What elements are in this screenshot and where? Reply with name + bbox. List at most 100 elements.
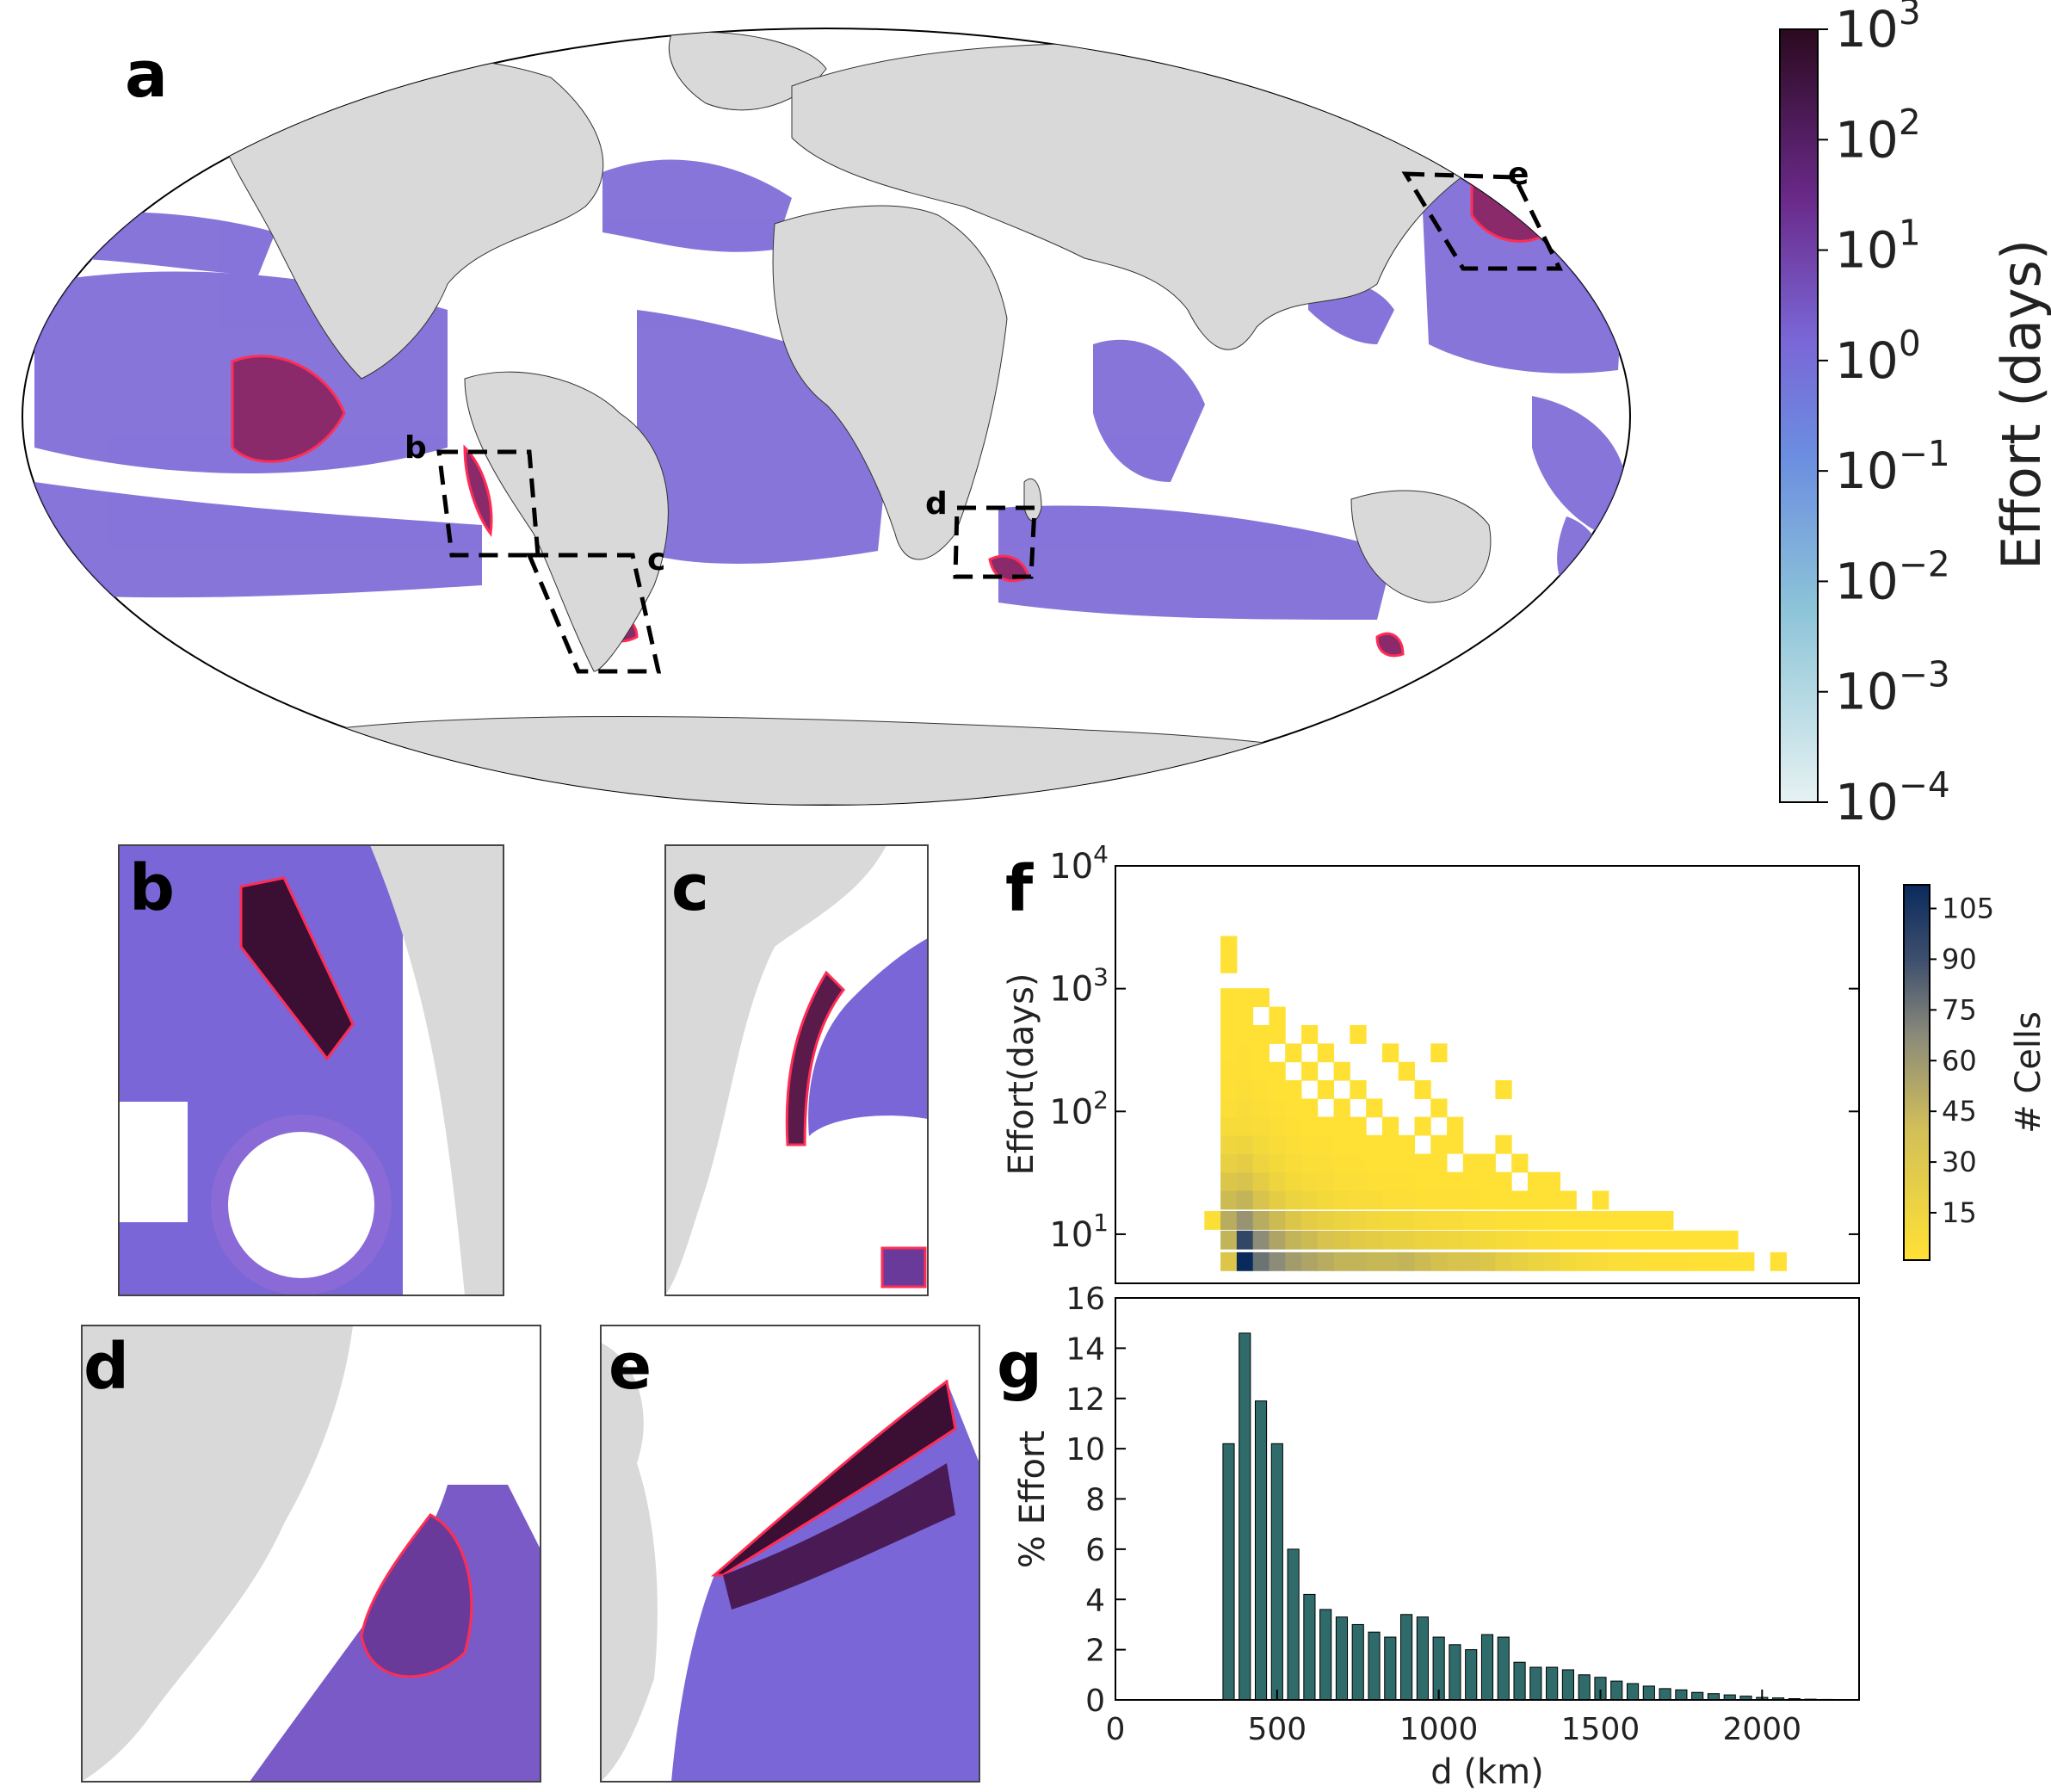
inset-label-d: d [925,486,948,522]
f-cell [1414,1116,1431,1136]
f-cell [1689,1251,1707,1271]
f-cell [1285,1134,1302,1154]
f-cell [1366,1190,1383,1210]
f-cell [1462,1230,1480,1250]
f-cell [1301,1024,1319,1044]
f-cell [1657,1251,1674,1271]
f-cell [1252,1190,1270,1210]
f-cell [1269,1153,1286,1173]
g-bar [1529,1666,1542,1701]
f-cell [1430,1153,1448,1173]
f-cell [1430,1210,1448,1230]
f-cell [1220,1116,1238,1136]
f-cell [1640,1210,1658,1230]
f-cell [1560,1251,1577,1271]
f-cell [1657,1210,1674,1230]
f-cell [1543,1210,1561,1230]
g-x-tick-label: 500 [1247,1712,1307,1747]
f-cell [1479,1190,1496,1210]
f-cell [1495,1210,1512,1230]
f-cell [1236,1043,1254,1063]
inset-box-c [526,553,662,674]
g-bar [1465,1649,1478,1701]
f-cell [1511,1190,1529,1210]
f-cell [1285,1190,1302,1210]
f-cell [1220,988,1238,1008]
f-cell [1366,1171,1383,1191]
g-bar [1513,1661,1526,1701]
g-bar [1659,1688,1671,1701]
g-y-ticks: 0 2 4 6 8 10 12 14 16 [1066,1282,1126,1719]
effort-colorbar-tick-label: 10−4 [1835,764,1950,831]
f-cell [1576,1251,1593,1271]
panel-b: b [118,844,504,1296]
effort-colorbar-tick-label: 102 [1835,102,1921,169]
f-cell [1236,1116,1254,1136]
cells-colorbar-tick-label: 75 [1942,993,1977,1026]
f-cell [1430,1134,1448,1154]
f-cell [1252,1080,1270,1099]
f-cell [1350,1153,1367,1173]
f-y-tick-label: 102 [1049,1085,1109,1132]
f-cell [1430,1251,1448,1271]
inset-label-c: c [647,542,665,578]
f-cell [1220,1061,1238,1081]
cells-colorbar-bar [1903,884,1931,1261]
f-cell [1381,1171,1399,1191]
g-xlabel: d (km) [1430,1752,1543,1792]
effort-colorbar-ticks: 103 102 101 100 10−1 10−2 10−3 10−4 [1818,0,1950,831]
f-cell [1462,1190,1480,1210]
effort-colorbar-tick-label: 100 [1835,323,1921,390]
f-cell [1381,1134,1399,1154]
f-cell [1381,1230,1399,1250]
cells-colorbar-tick-label: 30 [1942,1146,1977,1178]
f-cell [1333,1251,1350,1271]
f-cell [1592,1210,1609,1230]
f-cell [1511,1210,1529,1230]
g-x-tick-label: 1000 [1399,1712,1479,1747]
f-cell [1721,1230,1739,1250]
g-y-tick-label: 4 [1085,1583,1105,1618]
g-bar [1449,1644,1461,1701]
inset-boxes [436,171,1564,674]
g-bar [1626,1683,1640,1701]
f-cell [1333,1230,1350,1250]
g-bar [1416,1616,1429,1701]
f-cell [1576,1230,1593,1250]
g-bar [1691,1691,1704,1701]
f-cell [1269,1080,1286,1099]
panel-d: d [81,1325,541,1783]
f-cell [1301,1190,1319,1210]
f-cell [1220,1080,1238,1099]
f-cell [1608,1210,1626,1230]
f-cell [1317,1134,1335,1154]
cells-colorbar-tick-label: 105 [1942,892,1994,924]
f-cell [1220,954,1238,973]
f-cell [1252,1043,1270,1063]
f-cell [1333,1210,1350,1230]
f-cell [1657,1230,1674,1250]
f-cell [1269,1098,1286,1118]
f-cell [1252,1116,1270,1136]
g-bar [1675,1689,1688,1701]
f-cell [1366,1210,1383,1230]
g-bar [1480,1634,1494,1701]
f-cell [1398,1134,1415,1154]
f-cell [1414,1210,1431,1230]
f-cell [1543,1251,1561,1271]
g-bar [1610,1680,1623,1701]
f-cell [1624,1251,1641,1271]
f-cell [1220,1024,1238,1044]
f-cell [1527,1230,1545,1250]
f-cell [1301,1230,1319,1250]
g-y-tick-label: 16 [1066,1282,1105,1317]
f-cell [1527,1171,1545,1191]
panel-label-b: b [129,851,175,925]
f-cell [1414,1171,1431,1191]
f-cell [1252,1098,1270,1118]
f-cell [1462,1171,1480,1191]
f-cell [1333,1116,1350,1136]
f-cell [1301,1116,1319,1136]
f-cell [1592,1190,1609,1210]
f-cell [1366,1230,1383,1250]
